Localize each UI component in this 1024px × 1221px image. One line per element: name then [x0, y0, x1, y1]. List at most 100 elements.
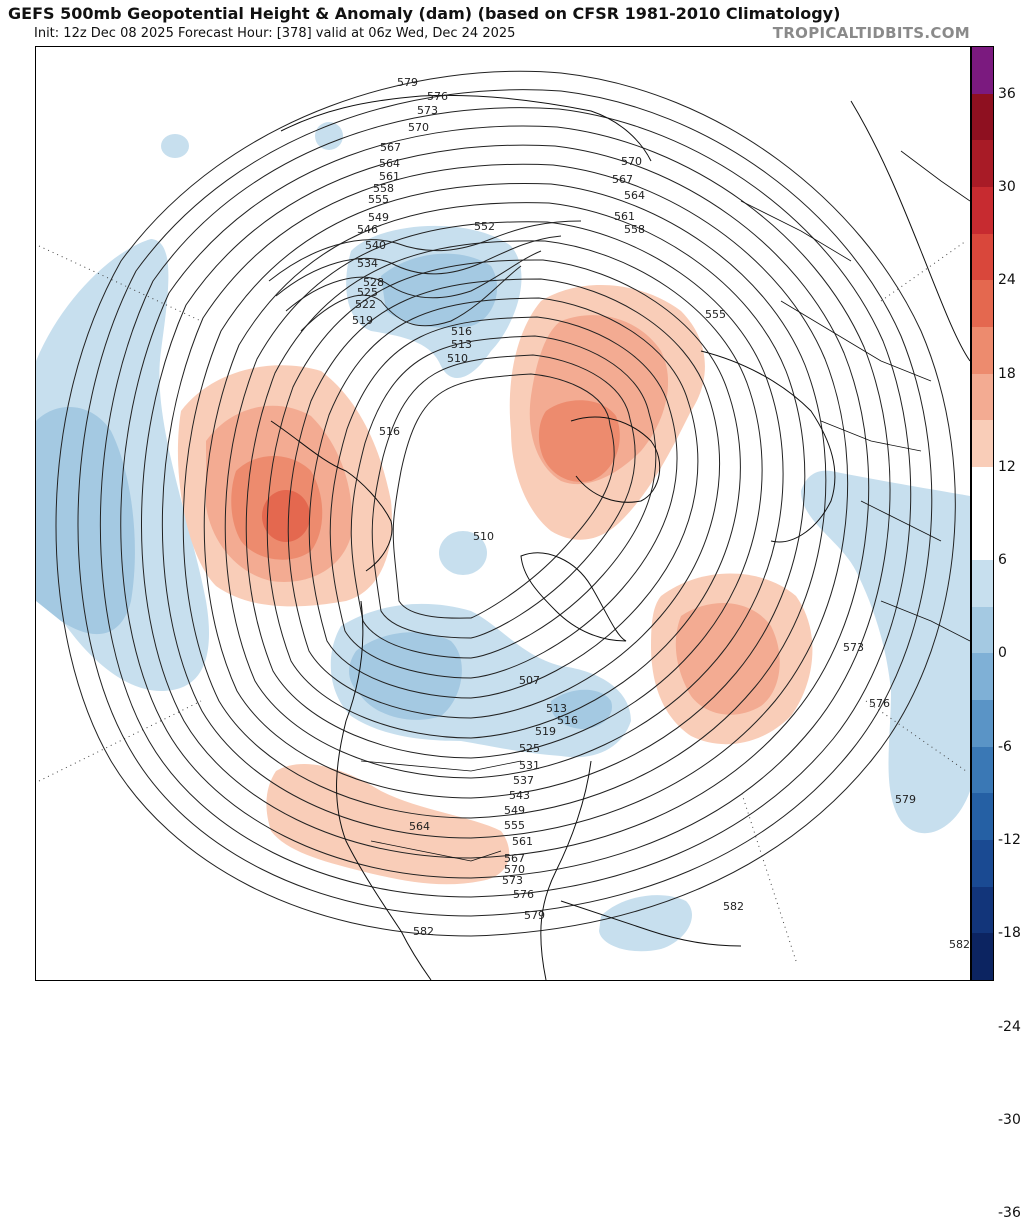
anomaly-subtropical-atlantic: [599, 895, 692, 952]
colorbar-segment: [972, 840, 993, 888]
colorbar-label: 24: [998, 272, 1016, 289]
contour-label: 522: [355, 298, 376, 311]
colorbar-segment: [972, 933, 993, 980]
contour-label: 567: [612, 173, 633, 186]
contour-label: 579: [895, 793, 916, 806]
contour-label: 561: [512, 835, 533, 848]
contour-label: 519: [352, 314, 373, 327]
colorbar-label: -30: [998, 1111, 1021, 1128]
contour-label: 555: [705, 308, 726, 321]
contour-label: 510: [473, 530, 494, 543]
contour-label: 582: [413, 925, 434, 938]
colorbar-segment: [972, 653, 993, 701]
colorbar-label: -18: [998, 925, 1021, 942]
contour-label: 516: [557, 714, 578, 727]
colorbar-label: -24: [998, 1018, 1021, 1035]
coast-europe: [700, 350, 836, 543]
anomaly-scandinavia-ridge-strong: [538, 400, 620, 482]
coast-scandinavia: [570, 416, 661, 503]
colorbar-label: 0: [998, 645, 1007, 662]
contour-label: 549: [504, 804, 525, 817]
contour-label: 534: [357, 257, 378, 270]
colorbar-segment: [972, 373, 993, 421]
colorbar-segment: [972, 793, 993, 841]
colorbar-segment: [972, 746, 993, 794]
colorbar-label: 30: [998, 178, 1016, 195]
colorbar-segment: [972, 233, 993, 281]
contour-label: 540: [365, 239, 386, 252]
contour-label: 513: [546, 702, 567, 715]
anomaly-pacific-west-core: [36, 407, 135, 635]
contour-labels: 579 576 573 570 567 564 561 558 555 549 …: [352, 76, 970, 951]
geopotential-height-map: 579 576 573 570 567 564 561 558 555 549 …: [36, 47, 970, 980]
contour-label: 570: [408, 121, 429, 134]
contour-label: 567: [380, 141, 401, 154]
contour-label: 564: [379, 157, 400, 170]
contour-label: 564: [624, 189, 645, 202]
contour-label: 567: [504, 852, 525, 865]
anomaly-siberia-coast-small: [161, 134, 189, 158]
contour-label: 531: [519, 759, 540, 772]
contour-label: 516: [379, 425, 400, 438]
contour-label: 549: [368, 211, 389, 224]
coastlines: [270, 94, 970, 980]
colorbar-segment: [972, 93, 993, 141]
colorbar-segment: [972, 886, 993, 934]
contour-label: 561: [614, 210, 635, 223]
contour-label: 543: [509, 789, 530, 802]
contour-label: 516: [451, 325, 472, 338]
graticule: [38, 240, 967, 962]
contour-label: 510: [447, 352, 468, 365]
contour-label: 573: [502, 874, 523, 887]
contour-label: 582: [949, 938, 970, 951]
contour-label: 507: [519, 674, 540, 687]
contour-label: 537: [513, 774, 534, 787]
contour-label: 546: [357, 223, 378, 236]
contour-label: 558: [624, 223, 645, 236]
contour-label: 573: [843, 641, 864, 654]
contour-label: 519: [535, 725, 556, 738]
contour-label: 525: [357, 286, 378, 299]
anomaly-colorbar: [971, 46, 994, 981]
colorbar-label: -12: [998, 832, 1021, 849]
colorbar-label: -36: [998, 1205, 1021, 1221]
borders: [360, 150, 970, 862]
contour-label: 576: [427, 90, 448, 103]
contour-label: 558: [373, 182, 394, 195]
coast-greenland: [520, 552, 627, 642]
contour-label: 579: [397, 76, 418, 89]
coast-siberia: [280, 94, 652, 162]
colorbar-segment: [972, 606, 993, 654]
contour-label: 561: [379, 170, 400, 183]
colorbar-label: -6: [998, 738, 1012, 755]
colorbar-label: 6: [998, 552, 1007, 569]
anomaly-arctic-island-small: [315, 122, 343, 150]
contour-label: 552: [474, 220, 495, 233]
contour-label: 555: [504, 819, 525, 832]
contour-label: 528: [363, 276, 384, 289]
positive-anomaly-shading: [177, 284, 813, 885]
colorbar-segment: [972, 513, 993, 561]
colorbar-label: 36: [998, 85, 1016, 102]
site-credit: TROPICALTIDBITS.COM: [772, 24, 970, 42]
coast-alaska: [270, 420, 393, 572]
colorbar-label: 18: [998, 365, 1016, 382]
contour-label: 582: [723, 900, 744, 913]
colorbar-segment: [972, 140, 993, 188]
map-subtitle: Init: 12z Dec 08 2025 Forecast Hour: [37…: [34, 26, 516, 41]
negative-anomaly-shading: [36, 122, 970, 952]
contour-label: 564: [409, 820, 430, 833]
contour-label: 513: [451, 338, 472, 351]
map-frame: 579 576 573 570 567 564 561 558 555 549 …: [35, 46, 971, 981]
coast-caribbean: [560, 900, 742, 947]
contour-label: 579: [524, 909, 545, 922]
anomaly-siberia-core: [381, 253, 498, 328]
colorbar-segment: [972, 560, 993, 608]
contour-label: 576: [869, 697, 890, 710]
contour-label: 555: [368, 193, 389, 206]
contour-label: 573: [417, 104, 438, 117]
anomaly-north-atlantic-ridge-mid: [675, 603, 780, 715]
anomaly-north-america-core: [349, 632, 462, 720]
height-contours: [55, 70, 956, 937]
colorbar-segment: [972, 47, 993, 95]
